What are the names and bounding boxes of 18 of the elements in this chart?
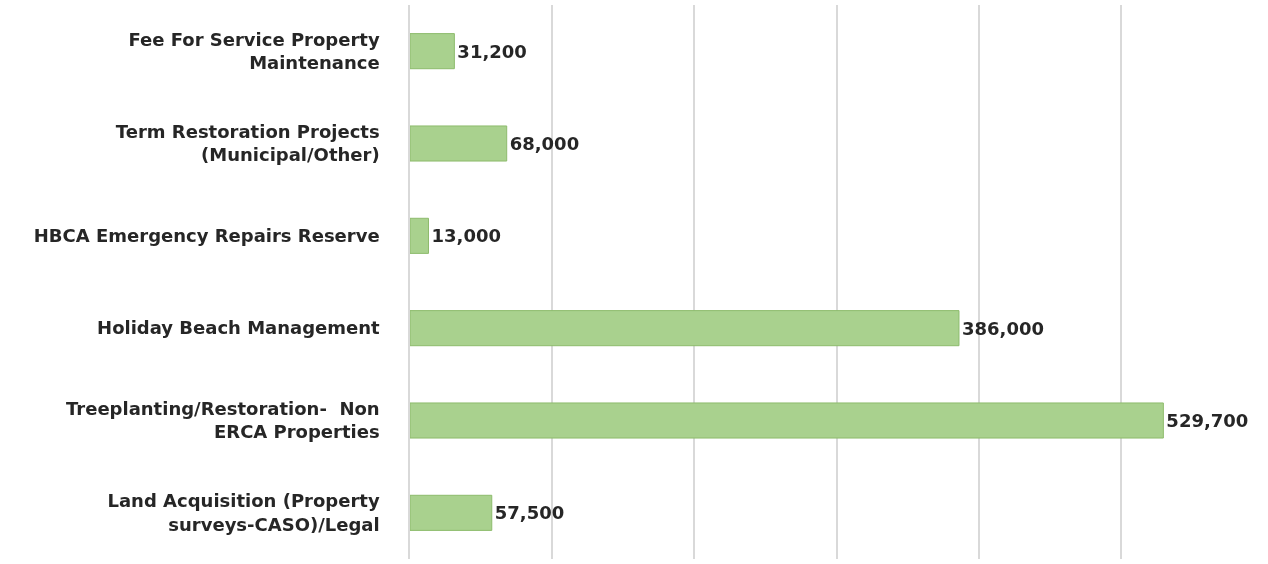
data-label: 57,500 — [494, 502, 565, 524]
y-tick-label: Land Acquisition (Property surveys-CASO)/Legal — [107, 490, 380, 535]
y-tick-label: Holiday Beach Management — [97, 317, 381, 339]
data-label: 386,000 — [961, 317, 1044, 339]
y-tick-label: Fee For Service Property Maintenance — [128, 28, 380, 74]
y-tick-label: Term Restoration Projects (Municipal/Other) — [115, 121, 380, 166]
data-label: 68,000 — [509, 133, 580, 154]
y-tick-label: HBCA Emergency Repairs Reserve — [33, 225, 380, 247]
data-label: 31,200 — [457, 40, 527, 62]
bar — [410, 494, 493, 531]
bar — [410, 217, 429, 254]
y-tick-label: Treeplanting/Restoration- Non ERCA Properties — [66, 398, 380, 443]
bar — [410, 402, 1164, 439]
bar — [410, 310, 960, 347]
data-label: 13,000 — [431, 225, 501, 247]
bar — [410, 125, 508, 162]
bar — [410, 33, 455, 70]
data-label: 529,700 — [1166, 410, 1249, 431]
